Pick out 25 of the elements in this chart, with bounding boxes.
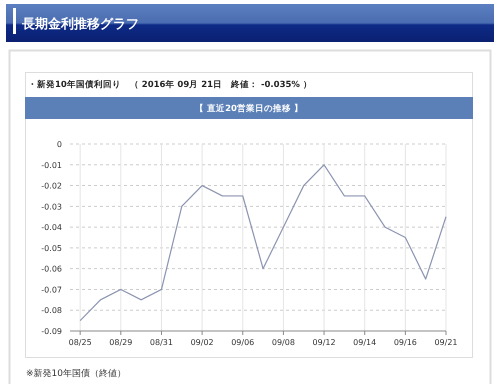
- x-tick-label: 09/08: [272, 338, 295, 347]
- x-tick-label: 09/16: [394, 338, 417, 347]
- y-tick-label: -0.01: [41, 160, 62, 170]
- y-tick-label: -0.08: [41, 306, 62, 316]
- line-series: [80, 164, 447, 322]
- y-tick-label: -0.07: [41, 285, 62, 294]
- x-tick-label: 09/06: [231, 338, 254, 347]
- text: ※新発10年国債（終値）: [26, 368, 126, 379]
- y-tick-label: -0.02: [41, 182, 62, 191]
- x-tick-label: 09/21: [434, 338, 458, 347]
- y-tick-label: -0.03: [41, 202, 62, 212]
- y-tick-label: -0.06: [41, 264, 62, 274]
- chart-subtitle: ・新発10年国債利回り （ 2016年 09月 21日 終値： -0.035% ）: [28, 79, 312, 90]
- y-tick-label: 0: [56, 140, 62, 149]
- x-tick-label: 08/25: [68, 338, 92, 347]
- x-tick-label: 08/29: [109, 338, 132, 347]
- x-tick-label: 08/31: [150, 338, 173, 347]
- y-tick-label: -0.05: [41, 244, 62, 253]
- x-tick-label: 09/12: [312, 338, 336, 347]
- x-tick-label: 09/14: [353, 338, 376, 347]
- x-tick-label: 09/02: [190, 338, 214, 347]
- chart-title: 長期金利推移グラフ: [21, 16, 139, 32]
- y-tick-label: -0.09: [41, 327, 62, 336]
- y-tick-label: -0.04: [41, 223, 62, 232]
- text: 【 直近20営業日の推移 】: [195, 103, 303, 114]
